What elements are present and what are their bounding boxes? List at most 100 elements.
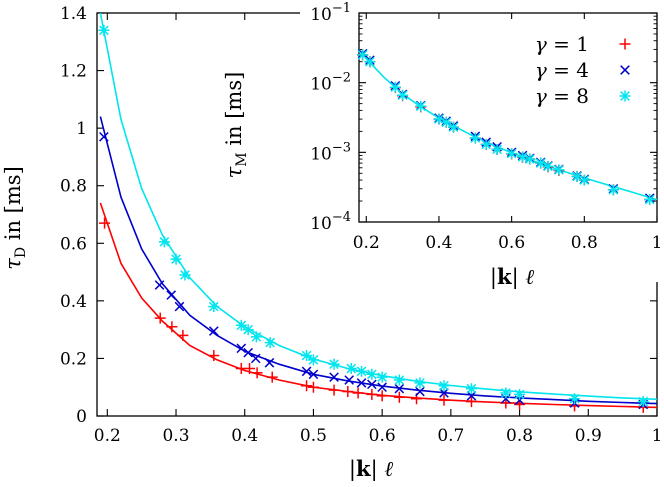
legend-marker-1 <box>619 38 631 50</box>
inset-data-point <box>415 100 427 112</box>
main-data-point <box>366 388 378 400</box>
main-data-point <box>308 369 319 380</box>
main-x-tick-label: 0.9 <box>575 426 602 446</box>
inset-x-tick-label: 0.8 <box>571 233 598 253</box>
main-x-tick-label: 0.3 <box>162 426 189 446</box>
main-data-point <box>465 396 477 408</box>
main-data-point <box>342 386 354 398</box>
main-data-point <box>329 372 339 382</box>
main-data-point <box>154 312 166 324</box>
main-x-tick-label: 0.2 <box>94 426 121 446</box>
main-data-point <box>208 350 220 362</box>
main-y-tick-label: 1 <box>76 119 87 139</box>
inset-data-point <box>607 184 619 196</box>
legend-label-1: γ = 1 <box>535 32 589 56</box>
main-y-tick-label: 0.2 <box>60 349 87 369</box>
main-data-point <box>466 391 477 401</box>
main-data-point <box>569 393 581 405</box>
main-data-point <box>438 380 450 392</box>
inset-data-point <box>644 194 656 206</box>
inset-data-point <box>506 148 518 160</box>
inset-data-point <box>578 174 590 186</box>
main-data-point <box>376 390 388 402</box>
main-y-tick-label: 0.6 <box>60 234 87 254</box>
legend-label-2: γ = 4 <box>535 58 589 82</box>
main-data-point <box>307 354 319 366</box>
legend-label-3: γ = 8 <box>535 84 589 108</box>
main-data-point <box>439 388 449 398</box>
inset-data-point <box>389 81 401 93</box>
main-data-point <box>170 253 182 265</box>
main-data-point <box>301 350 313 362</box>
inset-series-3 <box>357 49 656 206</box>
main-x-tick-label: 0.6 <box>369 426 396 446</box>
inset-data-point <box>447 121 459 133</box>
inset-data-point <box>364 56 376 68</box>
main-series-3 <box>98 24 649 408</box>
main-data-point <box>208 326 219 336</box>
inset-x-tick-label: 1 <box>652 233 663 253</box>
main-data-point <box>377 382 387 393</box>
inset-plot-frame <box>358 12 658 223</box>
inset-x-tick-label: 0.2 <box>353 233 380 253</box>
main-data-point <box>465 383 477 395</box>
main-data-point <box>307 381 319 393</box>
main-data-point <box>328 358 340 370</box>
main-y-tick-label: 1.4 <box>60 4 87 24</box>
main-y-axis-label: τD in [ms] <box>1 166 29 270</box>
inset-y-tick-label: 10−3 <box>310 140 351 164</box>
main-data-point <box>356 365 368 377</box>
main-data-point <box>177 329 189 341</box>
inset-x-tick-label: 0.4 <box>425 233 452 253</box>
main-data-point <box>415 386 425 397</box>
main-y-tick-label: 0.8 <box>60 177 87 197</box>
main-data-point <box>98 24 110 36</box>
main-data-point <box>352 387 364 399</box>
main-x-tick-label: 0.4 <box>231 426 258 446</box>
main-y-tick-label: 0.4 <box>60 292 87 312</box>
main-data-point <box>264 357 275 368</box>
main-data-point <box>236 343 247 354</box>
main-data-point <box>301 380 313 392</box>
inset-data-point <box>517 151 529 163</box>
main-data-point <box>235 319 247 331</box>
main-data-point <box>393 391 405 403</box>
inset-x-tick-label: 0.6 <box>498 233 525 253</box>
main-data-point <box>243 347 253 358</box>
main-data-point <box>158 236 170 248</box>
main-data-point <box>345 363 357 375</box>
inset-background <box>300 2 662 282</box>
inset-x-axis-label: |k| ℓ <box>490 264 534 290</box>
main-data-point <box>99 131 109 142</box>
main-data-point <box>250 353 261 364</box>
legend-marker-2 <box>620 65 630 75</box>
main-plot: 0.2 0.3 0.4 0.5 0.6 0.7 0.8 0.9 1 0 0.2 0.4 0.6 0.8 1 1… <box>1 4 662 482</box>
main-data-point <box>366 368 378 380</box>
main-x-tick-label: 0.5 <box>300 426 327 446</box>
inset-data-point <box>469 132 481 144</box>
inset-data-point <box>553 164 565 176</box>
inset-y-tick-label: 10−4 <box>310 210 351 234</box>
main-x-tick-label: 0.8 <box>506 426 533 446</box>
main-data-point <box>179 269 191 281</box>
main-data-point <box>244 363 256 375</box>
inset-data-point <box>524 153 536 165</box>
main-data-point <box>301 366 312 377</box>
main-y-tick-label: 1.2 <box>60 62 87 82</box>
inset-data-point <box>440 116 452 128</box>
main-data-point <box>166 290 177 300</box>
main-data-point <box>264 337 276 349</box>
inset-y-tick-label: 10−2 <box>310 71 351 95</box>
inset-y-axis-label: τM in [ms] <box>222 72 250 179</box>
main-data-point <box>500 387 512 399</box>
legend-marker-3 <box>619 90 631 102</box>
main-data-point <box>250 331 262 343</box>
main-data-point <box>154 280 165 290</box>
main-data-point <box>266 371 278 383</box>
main-data-point <box>394 383 405 394</box>
main-y-tick-label: 0 <box>76 407 87 427</box>
main-x-tick-label: 0.7 <box>437 426 464 446</box>
main-data-point <box>208 301 220 313</box>
main-data-point <box>242 324 254 336</box>
inset-data-point <box>480 138 492 150</box>
